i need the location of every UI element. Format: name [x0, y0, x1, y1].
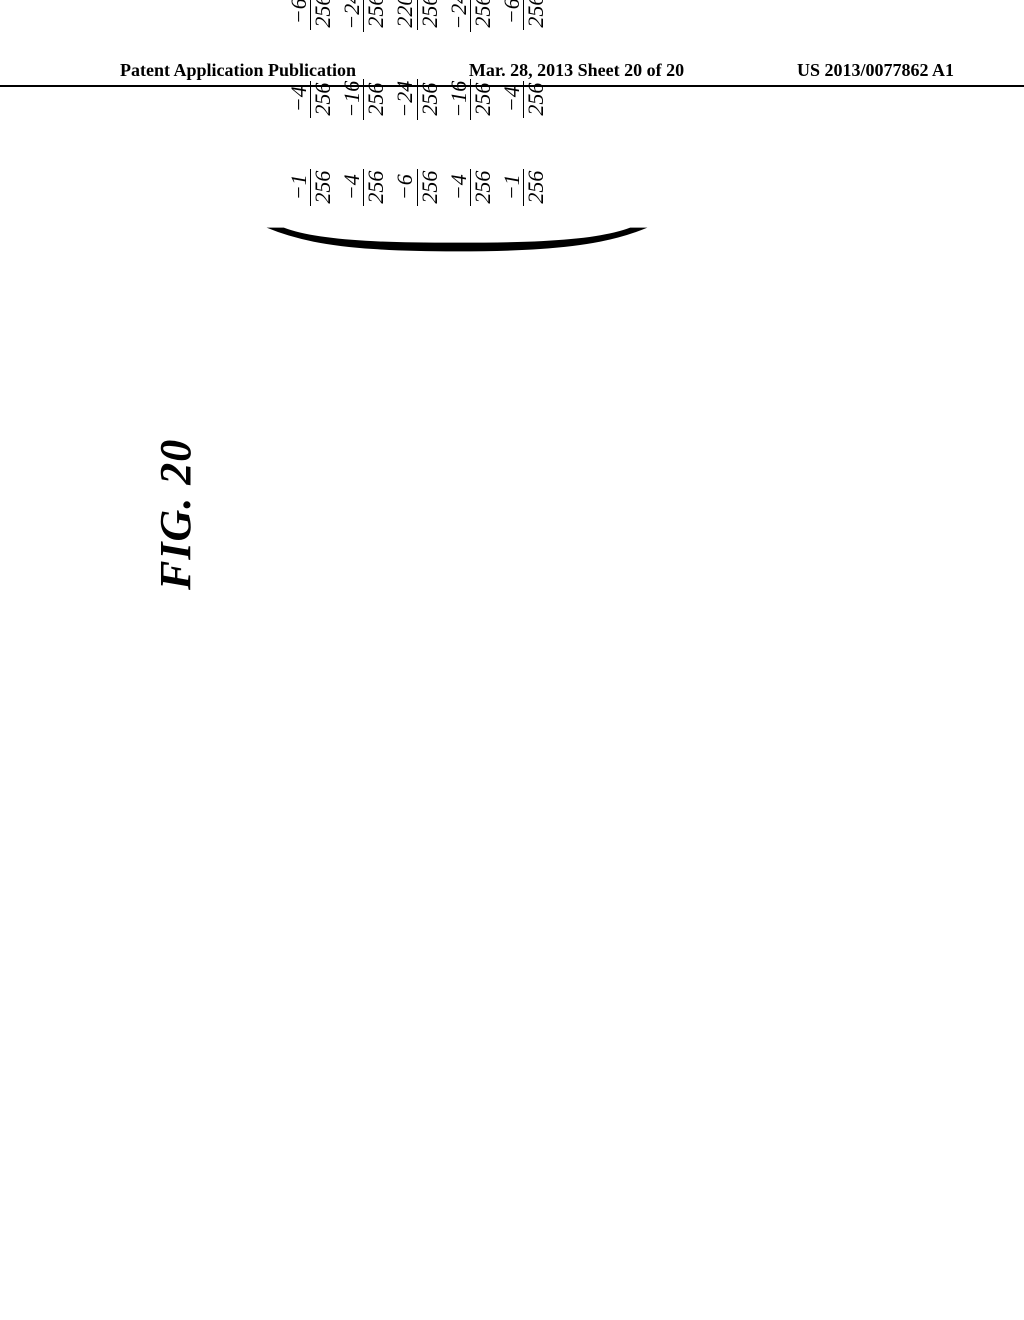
fraction-denominator: 256 [470, 169, 494, 206]
matrix-cell: −24256 [393, 58, 440, 140]
fraction-denominator: 256 [310, 0, 334, 30]
matrix-cell: 220256 [393, 0, 440, 52]
header-right: US 2013/0077862 A1 [797, 60, 954, 81]
matrix: ( −1256−4256−6256−4256−1256−4256−16256−2… [270, 0, 564, 310]
fraction: −4256 [340, 169, 387, 206]
fraction-denominator: 256 [470, 0, 494, 32]
fraction-denominator: 256 [523, 0, 547, 30]
figure-label: FIG. 20 [150, 439, 201, 590]
fraction-denominator: 256 [523, 169, 547, 206]
fraction-denominator: 256 [310, 81, 334, 118]
fraction-numerator: −1 [500, 169, 523, 206]
fraction-denominator: 256 [363, 79, 387, 120]
matrix-row: −1256−4256−6256−4256−1256 [500, 0, 547, 228]
matrix-cell: −6256 [287, 0, 334, 52]
fraction-numerator: −4 [340, 169, 363, 206]
matrix-row: −6256−24256220256−24256−6256 [393, 0, 440, 228]
fraction-numerator: −16 [340, 79, 363, 120]
fraction: −24256 [340, 0, 387, 32]
fraction: −6256 [393, 169, 440, 206]
matrix-cell: −16256 [447, 58, 494, 140]
matrix-cell: −4256 [340, 146, 387, 228]
fraction-numerator: −6 [393, 169, 416, 206]
fraction-denominator: 256 [310, 169, 334, 206]
fraction-numerator: −1 [287, 169, 310, 206]
fraction: −1256 [287, 169, 334, 206]
fraction: −4256 [500, 81, 547, 118]
fraction: −16256 [447, 79, 494, 120]
matrix-cell: −1256 [500, 146, 547, 228]
fraction-denominator: 256 [363, 169, 387, 206]
fraction-numerator: 220 [393, 0, 416, 30]
fraction-numerator: −16 [447, 79, 470, 120]
fraction-denominator: 256 [363, 0, 387, 32]
matrix-row: −1256−4256−6256−4256−1256 [287, 0, 334, 228]
fraction: 220256 [393, 0, 440, 30]
fraction-numerator: −6 [287, 0, 310, 30]
fraction-numerator: −4 [287, 81, 310, 118]
fraction: −16256 [340, 79, 387, 120]
fraction: −6256 [500, 0, 547, 30]
matrix-cell: −4256 [500, 58, 547, 140]
fraction: −4256 [447, 169, 494, 206]
matrix-container: ( −1256−4256−6256−4256−1256−4256−16256−2… [270, 0, 564, 310]
fraction-numerator: −24 [393, 79, 416, 120]
fraction: −1256 [500, 169, 547, 206]
fraction-numerator: −4 [447, 169, 470, 206]
fraction-denominator: 256 [417, 0, 441, 30]
matrix-cell: −6256 [393, 146, 440, 228]
matrix-cell: −4256 [447, 146, 494, 228]
matrix-cell: −6256 [500, 0, 547, 52]
matrix-cell: −1256 [287, 146, 334, 228]
matrix-row: −4256−16256−24256−16256−4256 [447, 0, 494, 228]
fraction: −4256 [287, 81, 334, 118]
matrix-cell: −24256 [340, 0, 387, 52]
fraction-denominator: 256 [417, 79, 441, 120]
matrix-row: −4256−16256−24256−16256−4256 [340, 0, 387, 228]
open-paren-icon: ( [270, 225, 564, 256]
fraction-numerator: −6 [500, 0, 523, 30]
matrix-cell: −4256 [287, 58, 334, 140]
fraction-numerator: −24 [340, 0, 363, 32]
fraction-denominator: 256 [470, 79, 494, 120]
matrix-cell: −24256 [447, 0, 494, 52]
fraction: −6256 [287, 0, 334, 30]
fraction-denominator: 256 [417, 169, 441, 206]
matrix-body: −1256−4256−6256−4256−1256−4256−16256−242… [281, 0, 553, 228]
fraction-numerator: −24 [447, 0, 470, 32]
fraction: −24256 [393, 79, 440, 120]
matrix-cell: −16256 [340, 58, 387, 140]
fraction: −24256 [447, 0, 494, 32]
fraction-numerator: −4 [500, 81, 523, 118]
fraction-denominator: 256 [523, 81, 547, 118]
